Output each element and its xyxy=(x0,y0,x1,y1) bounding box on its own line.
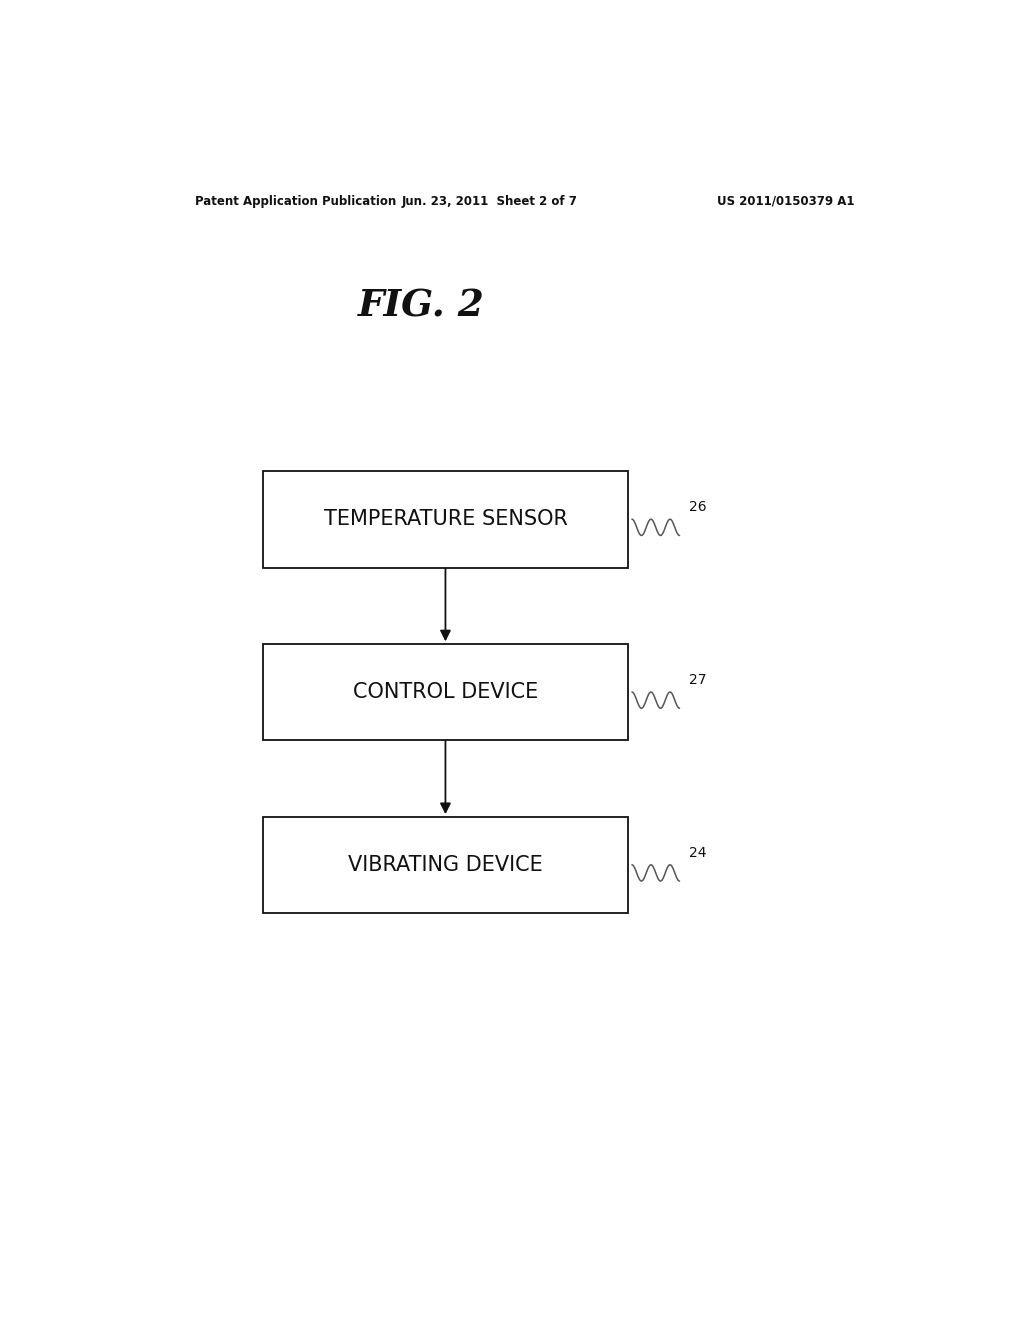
Text: 26: 26 xyxy=(689,500,707,513)
Text: CONTROL DEVICE: CONTROL DEVICE xyxy=(353,682,538,702)
Text: Patent Application Publication: Patent Application Publication xyxy=(196,194,396,207)
Text: FIG. 2: FIG. 2 xyxy=(358,288,485,325)
Bar xyxy=(263,817,628,913)
Text: VIBRATING DEVICE: VIBRATING DEVICE xyxy=(348,855,543,875)
Text: US 2011/0150379 A1: US 2011/0150379 A1 xyxy=(717,194,854,207)
Text: Jun. 23, 2011  Sheet 2 of 7: Jun. 23, 2011 Sheet 2 of 7 xyxy=(401,194,578,207)
Bar xyxy=(263,471,628,568)
Text: TEMPERATURE SENSOR: TEMPERATURE SENSOR xyxy=(324,510,567,529)
Bar xyxy=(263,644,628,741)
Text: 24: 24 xyxy=(689,846,707,859)
Text: 27: 27 xyxy=(689,673,707,686)
